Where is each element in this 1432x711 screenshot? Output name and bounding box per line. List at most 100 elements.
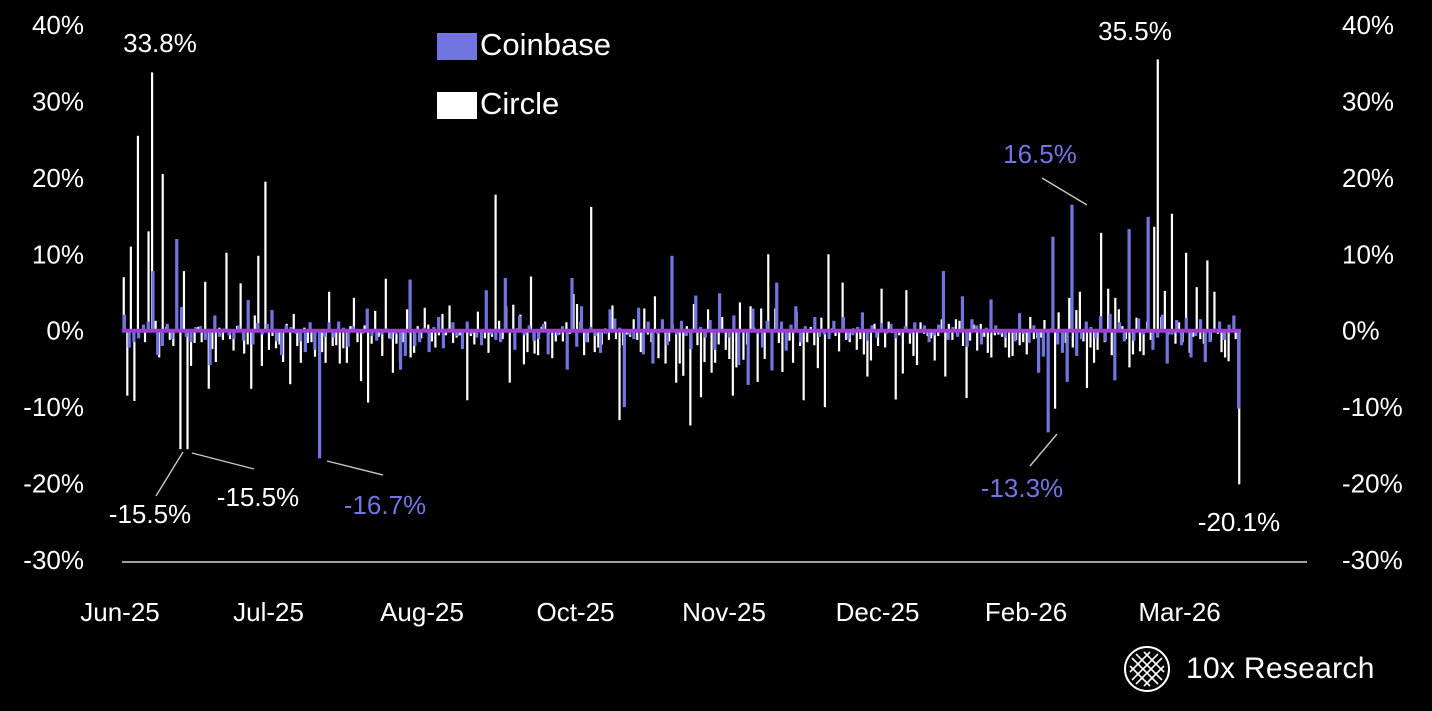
coinbase-bar <box>170 330 174 340</box>
y-tick-label-left: 30% <box>32 86 84 116</box>
annotations: 33.8% -15.5% -15.5% -16.7% 16.5% -13.3% 35.5% -… <box>109 16 1280 537</box>
coinbase-bar <box>627 330 631 336</box>
coinbase-bar <box>498 330 503 343</box>
circle-bar <box>930 330 933 339</box>
coinbase-bar <box>803 326 807 331</box>
circle-bar <box>937 330 940 337</box>
annotation-leader-line <box>1041 177 1088 206</box>
coinbase-bar <box>1160 314 1165 331</box>
coinbase-bar <box>717 293 722 331</box>
circle-bar <box>781 330 784 372</box>
coinbase-bar <box>1103 330 1107 342</box>
circle-bar <box>1121 326 1124 331</box>
circle-bar <box>873 323 876 331</box>
circle-bar <box>593 330 596 353</box>
coinbase-bar <box>1017 313 1022 331</box>
coinbase-bar <box>960 296 965 331</box>
legend-swatch-circle <box>437 92 477 119</box>
annotation-label: 16.5% <box>1003 139 1077 169</box>
circle-bar <box>724 330 727 350</box>
coinbase-bar <box>318 330 322 459</box>
coinbase-bar <box>460 330 465 350</box>
circle-bar <box>1128 330 1131 368</box>
circle-bar <box>189 330 193 366</box>
circle-bar <box>508 330 511 383</box>
coinbase-bar <box>175 239 179 331</box>
coinbase-bar <box>275 330 279 342</box>
circle-bar <box>866 330 869 377</box>
circle-bar <box>1022 330 1025 343</box>
circle-bar <box>512 304 515 331</box>
coinbase-bar <box>570 277 574 331</box>
circle-bar <box>823 330 827 408</box>
circle-bar <box>409 330 412 358</box>
circle-bar <box>526 330 529 353</box>
annotation-label: 33.8% <box>123 28 197 58</box>
coinbase-bar <box>865 330 869 341</box>
circle-bar <box>1078 291 1081 331</box>
coinbase-bar <box>703 330 707 338</box>
circle-bar <box>1018 330 1021 346</box>
circle-bar <box>423 307 426 331</box>
circle-bar <box>1170 213 1174 331</box>
coinbase-bar <box>946 330 950 340</box>
circle-bar <box>689 330 692 426</box>
coinbase-bar <box>579 306 584 331</box>
circle-bar <box>193 330 196 343</box>
coinbase-bar <box>784 330 788 351</box>
coinbase-bar <box>179 307 184 331</box>
brand-name: 10x Research <box>1186 652 1375 685</box>
coinbase-bar <box>1232 315 1236 331</box>
coinbase-bar <box>537 330 541 340</box>
circle-bar <box>947 323 950 331</box>
coinbase-bar <box>1227 324 1231 331</box>
coinbase-bar <box>846 330 850 340</box>
circle-bar <box>296 330 299 346</box>
coinbase-bar <box>313 330 317 350</box>
coinbase-bar <box>303 330 307 353</box>
coinbase-bar <box>437 316 441 331</box>
circle-bar <box>161 174 164 331</box>
circle-bar <box>990 330 993 358</box>
coinbase-bar <box>398 330 403 370</box>
coinbase-bar <box>1046 330 1050 433</box>
y-tick-label-right: -10% <box>1342 392 1403 422</box>
circle-bar <box>363 325 366 331</box>
coinbase-bar <box>518 316 522 331</box>
coinbase-bar <box>894 330 898 339</box>
coinbase-bar <box>1027 330 1031 343</box>
circle-bar <box>430 330 433 342</box>
coinbase-bar <box>141 324 146 331</box>
x-tick-label: Dec-25 <box>836 597 920 627</box>
circle-bar <box>338 330 341 364</box>
circle-bar <box>611 305 614 331</box>
circle-bar <box>806 330 809 343</box>
circle-bar <box>1185 252 1188 331</box>
coinbase-bar <box>1065 330 1069 382</box>
circle-bar <box>1206 260 1209 331</box>
circle-bar <box>384 278 387 331</box>
circle-bar <box>699 330 703 398</box>
circle-bar <box>1107 288 1110 331</box>
circle-bar <box>434 330 437 348</box>
y-tick-label-left: 40% <box>32 10 84 40</box>
coinbase-bar <box>527 325 531 331</box>
circle-bar <box>292 313 295 331</box>
circle-bar <box>728 330 731 359</box>
coinbase-bar <box>932 330 936 336</box>
coinbase-bar <box>879 323 884 331</box>
coinbase-bar <box>1194 330 1198 337</box>
annotation-label: -15.5% <box>217 482 299 512</box>
circle-bar <box>820 317 823 331</box>
coinbase-bar <box>232 330 236 340</box>
coinbase-bar <box>265 323 269 331</box>
circle-bar <box>884 330 887 348</box>
circle-bar <box>444 330 448 336</box>
coinbase-bar <box>789 324 793 331</box>
coinbase-bar <box>813 316 817 331</box>
circle-bar <box>827 254 830 331</box>
coinbase-bar <box>903 326 907 331</box>
coinbase-bar <box>127 330 131 348</box>
circle-bar <box>767 254 770 331</box>
circle-bar <box>590 206 593 331</box>
